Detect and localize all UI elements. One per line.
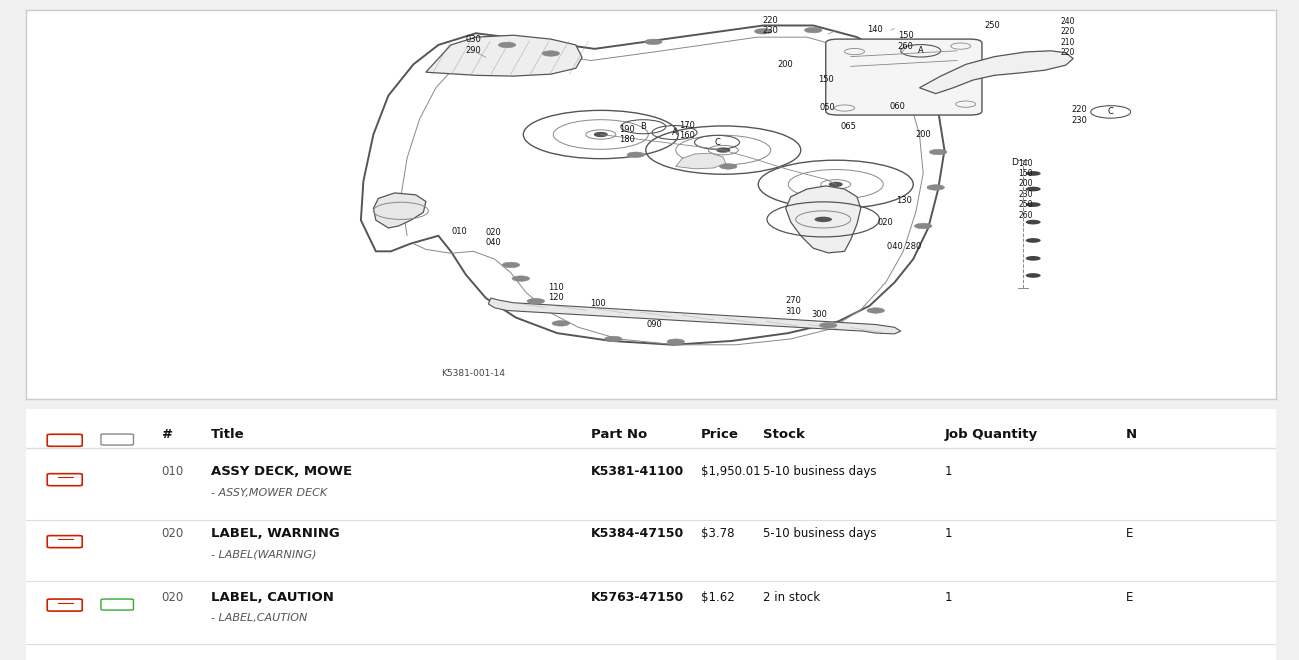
Text: 140: 140 (866, 25, 882, 34)
Text: 090: 090 (647, 320, 662, 329)
Circle shape (820, 323, 837, 328)
Text: LABEL, WARNING: LABEL, WARNING (210, 527, 339, 541)
Text: 2 in stock: 2 in stock (764, 591, 821, 604)
Text: 060: 060 (889, 102, 905, 111)
Circle shape (1026, 202, 1040, 207)
Text: Price: Price (700, 428, 739, 441)
Text: C: C (1108, 108, 1113, 116)
Text: Job Quantity: Job Quantity (944, 428, 1038, 441)
FancyBboxPatch shape (826, 39, 982, 115)
Text: 1: 1 (944, 591, 952, 604)
Text: 190
180: 190 180 (620, 125, 635, 144)
Circle shape (1026, 220, 1040, 224)
Text: 020: 020 (161, 591, 183, 604)
Text: - LABEL,CAUTION: - LABEL,CAUTION (210, 613, 308, 623)
Text: 100: 100 (591, 300, 607, 308)
Text: $3.78: $3.78 (700, 527, 734, 541)
Text: Title: Title (210, 428, 244, 441)
Text: 170
160: 170 160 (679, 121, 695, 141)
Text: - LABEL(WARNING): - LABEL(WARNING) (210, 550, 317, 560)
Circle shape (1026, 256, 1040, 261)
Text: Part No: Part No (591, 428, 647, 441)
Circle shape (830, 182, 842, 186)
Polygon shape (675, 153, 726, 169)
Text: 130: 130 (896, 196, 912, 205)
Text: K5763-47150: K5763-47150 (591, 591, 685, 604)
Text: K5384-47150: K5384-47150 (591, 527, 685, 541)
Text: B: B (640, 122, 646, 131)
Polygon shape (786, 186, 861, 253)
Text: #: # (161, 428, 171, 441)
Circle shape (512, 276, 530, 281)
Text: 220
230: 220 230 (763, 16, 778, 35)
Circle shape (755, 28, 772, 34)
Text: A: A (918, 46, 924, 55)
Text: C: C (714, 138, 720, 147)
Text: $1,950.01: $1,950.01 (700, 465, 760, 478)
Polygon shape (373, 193, 426, 228)
Circle shape (627, 152, 644, 158)
Text: 020: 020 (878, 218, 894, 226)
Circle shape (804, 28, 822, 33)
Text: 1: 1 (944, 465, 952, 478)
Text: N: N (1126, 428, 1137, 441)
Text: 150: 150 (818, 75, 834, 84)
Circle shape (604, 336, 622, 342)
Text: 020
040: 020 040 (486, 228, 501, 248)
Text: 040 280: 040 280 (887, 242, 921, 251)
Text: 250: 250 (985, 21, 1000, 30)
Text: 050: 050 (820, 103, 835, 112)
Circle shape (552, 321, 569, 326)
Text: E: E (1126, 527, 1133, 541)
Text: 020: 020 (161, 527, 183, 541)
Text: 110
120: 110 120 (548, 282, 564, 302)
Polygon shape (920, 51, 1073, 94)
Text: A: A (672, 128, 677, 137)
Text: $1.62: $1.62 (700, 591, 734, 604)
Text: K5381-001-14: K5381-001-14 (440, 369, 505, 378)
Circle shape (503, 262, 520, 268)
Circle shape (527, 298, 544, 304)
Circle shape (1026, 171, 1040, 176)
Text: 140
150
200
230
250
260: 140 150 200 230 250 260 (1018, 158, 1033, 220)
Polygon shape (488, 298, 900, 334)
Circle shape (720, 164, 737, 169)
Circle shape (866, 308, 885, 313)
Circle shape (814, 216, 831, 222)
Circle shape (914, 223, 931, 229)
Circle shape (668, 339, 685, 345)
Text: 010: 010 (161, 465, 183, 478)
Circle shape (927, 185, 944, 190)
Text: D: D (1011, 158, 1018, 167)
Text: LABEL, CAUTION: LABEL, CAUTION (210, 591, 334, 604)
Circle shape (499, 42, 516, 48)
Text: 240
220
210
220: 240 220 210 220 (1061, 17, 1076, 57)
Circle shape (542, 51, 560, 56)
Polygon shape (426, 35, 582, 76)
Text: 1: 1 (944, 527, 952, 541)
Text: 5-10 business days: 5-10 business days (764, 527, 877, 541)
Text: 065: 065 (840, 122, 856, 131)
Text: 030
290: 030 290 (465, 35, 482, 55)
Text: Stock: Stock (764, 428, 805, 441)
Circle shape (717, 148, 730, 152)
Text: 270
310: 270 310 (786, 296, 801, 315)
Text: 200: 200 (916, 130, 931, 139)
Text: - ASSY,MOWER DECK: - ASSY,MOWER DECK (210, 488, 327, 498)
Text: 220
230: 220 230 (1072, 106, 1087, 125)
Text: 300: 300 (812, 310, 827, 319)
Text: K5381-41100: K5381-41100 (591, 465, 685, 478)
Text: 010: 010 (452, 227, 468, 236)
Text: 150
260: 150 260 (898, 32, 913, 51)
Text: 5-10 business days: 5-10 business days (764, 465, 877, 478)
Circle shape (930, 149, 947, 154)
Circle shape (1026, 273, 1040, 278)
Text: E: E (1126, 591, 1133, 604)
Text: 200: 200 (778, 60, 794, 69)
Text: ASSY DECK, MOWE: ASSY DECK, MOWE (210, 465, 352, 478)
Circle shape (644, 39, 662, 45)
Circle shape (1026, 238, 1040, 243)
Circle shape (595, 133, 607, 137)
Circle shape (1026, 187, 1040, 191)
